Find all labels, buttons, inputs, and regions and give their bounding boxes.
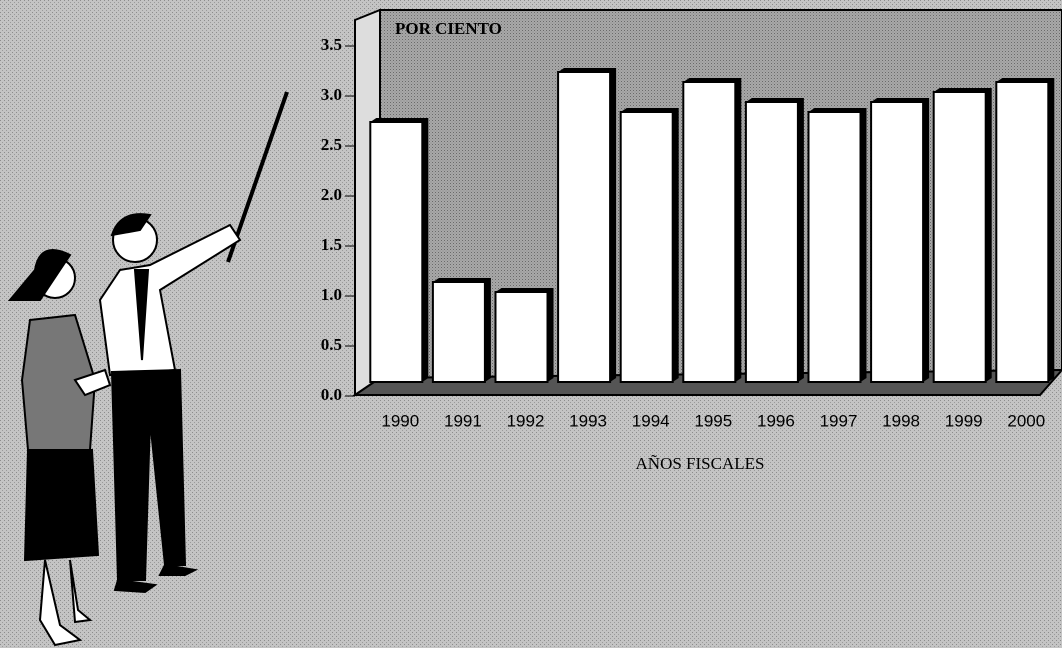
x-tick-label: 1990: [381, 411, 419, 430]
bar: [369, 121, 424, 383]
bar: [557, 71, 612, 383]
bar: [744, 101, 799, 383]
y-tick-label: 0.0: [321, 385, 342, 404]
bar: [932, 91, 987, 383]
bar: [870, 101, 925, 383]
y-tick-label: 2.0: [321, 185, 342, 204]
y-tick-label: 1.5: [321, 235, 342, 254]
bar: [619, 111, 674, 383]
y-tick-label: 0.5: [321, 335, 342, 354]
x-tick-label: 1997: [820, 411, 858, 430]
bar: [807, 111, 862, 383]
bar: [682, 81, 737, 383]
bar: [494, 291, 549, 383]
x-tick-label: 1994: [632, 411, 670, 430]
presenters: [7, 91, 289, 647]
x-tick-label: 1995: [694, 411, 732, 430]
bar: [995, 81, 1050, 383]
x-tick-label: 1992: [507, 411, 545, 430]
y-tick-label: 3.0: [321, 85, 342, 104]
x-tick-label: 1999: [945, 411, 983, 430]
y-tick-label: 1.0: [321, 285, 342, 304]
x-tick-label: 1991: [444, 411, 482, 430]
bar: [431, 281, 486, 383]
y-tick-label: 2.5: [321, 135, 342, 154]
x-tick-label: 1996: [757, 411, 795, 430]
y-tick-label: 3.5: [321, 35, 342, 54]
y-axis-label: POR CIENTO: [395, 19, 502, 38]
x-axis-label: AÑOS FISCALES: [636, 454, 765, 473]
x-tick-label: 2000: [1007, 411, 1045, 430]
x-tick-label: 1993: [569, 411, 607, 430]
x-tick-label: 1998: [882, 411, 920, 430]
